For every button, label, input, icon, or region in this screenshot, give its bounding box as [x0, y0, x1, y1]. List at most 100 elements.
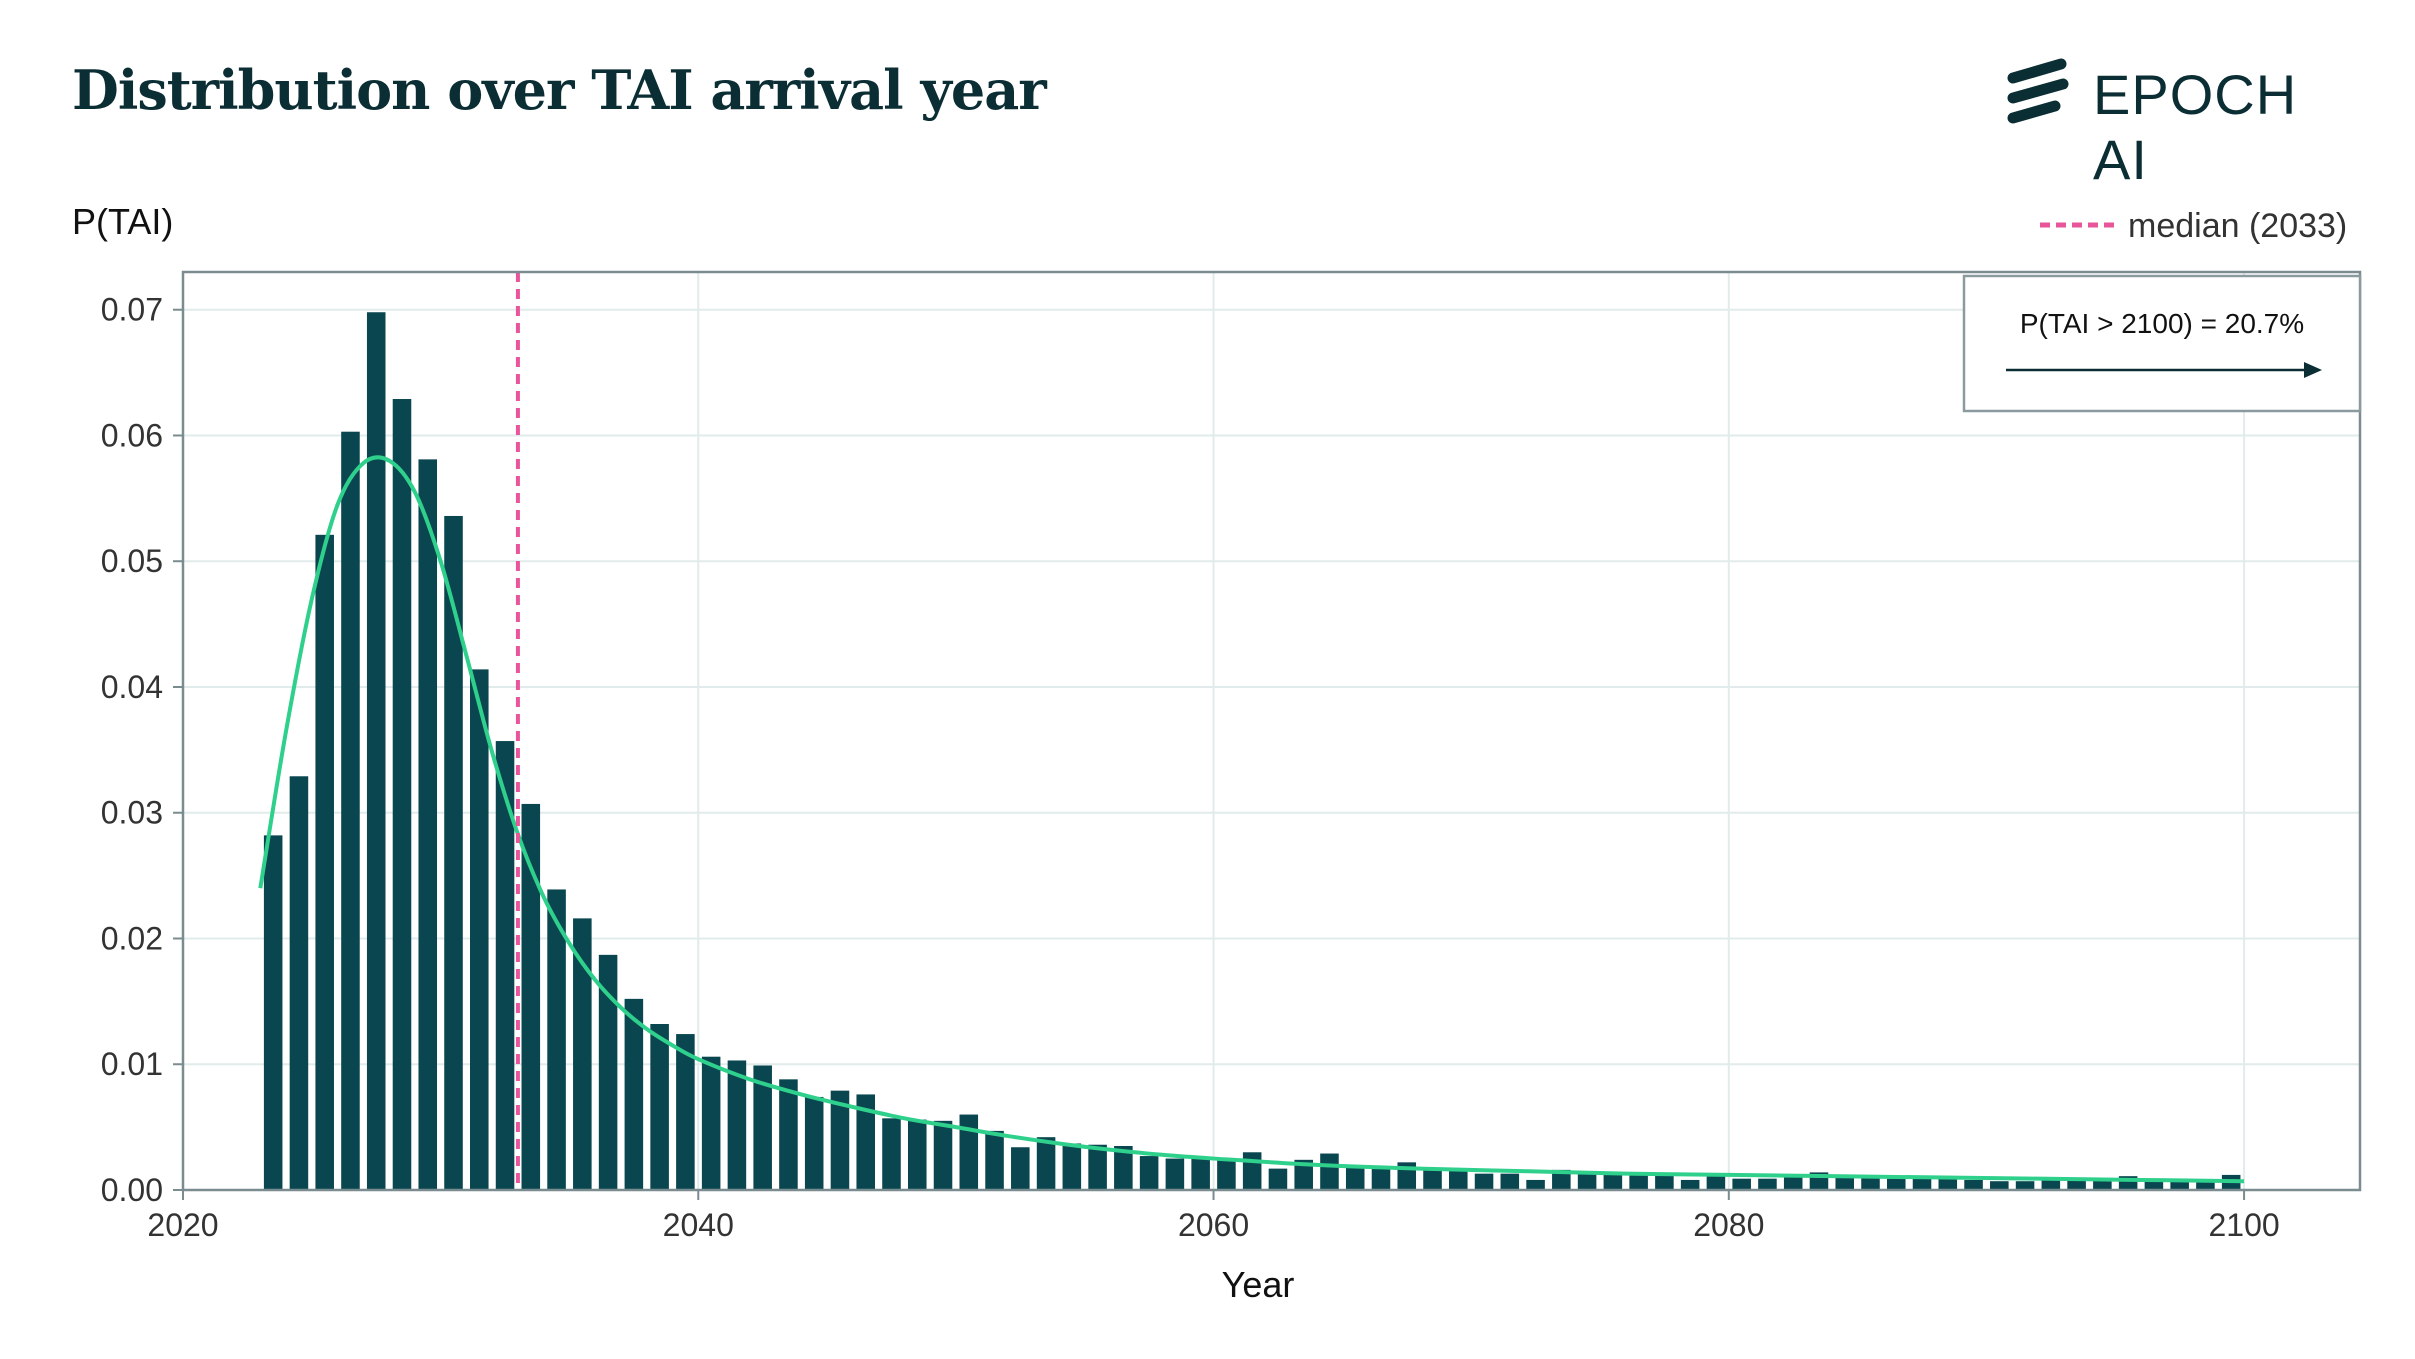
histogram-bar: [1268, 1168, 1288, 1190]
histogram-bar: [289, 776, 309, 1190]
histogram-bar: [1861, 1177, 1880, 1190]
histogram-bar: [727, 1060, 747, 1190]
histogram-bar: [624, 998, 644, 1190]
histogram-bar: [1062, 1143, 1082, 1190]
histogram-bar: [470, 669, 489, 1190]
histogram-bar: [1294, 1159, 1313, 1190]
histogram-bar: [341, 431, 360, 1190]
histogram-bar: [2170, 1179, 2189, 1190]
y-tick-label: 0.06: [101, 417, 163, 453]
histogram-bar: [2067, 1179, 2086, 1190]
x-tick-label: 2100: [2208, 1207, 2279, 1243]
histogram-bar: [1758, 1178, 1777, 1190]
histogram-bar: [907, 1119, 927, 1190]
fit-line: [258, 455, 2245, 1184]
histogram-bar: [547, 889, 566, 1190]
histogram-bars: [263, 312, 2241, 1191]
histogram-bar: [1603, 1174, 1623, 1190]
histogram-bar: [2144, 1179, 2164, 1190]
histogram-bar: [830, 1090, 850, 1190]
histogram-bar: [1912, 1178, 1932, 1190]
histogram-bar: [933, 1120, 953, 1190]
histogram-bar: [1423, 1169, 1442, 1190]
histogram-bar: [392, 399, 412, 1190]
histogram-bar: [1474, 1173, 1494, 1190]
histogram-bar: [521, 803, 541, 1190]
histogram-bar: [1552, 1169, 1571, 1190]
brand-name: EPOCH AI: [2093, 63, 2298, 191]
x-tick-label: 2080: [1693, 1207, 1764, 1243]
epoch-stripes-icon: [2007, 58, 2069, 124]
histogram-bar: [1629, 1174, 1648, 1190]
y-tick-label: 0.04: [101, 669, 163, 705]
annotation-text: P(TAI > 2100) = 20.7%: [2020, 308, 2304, 339]
legend-median-label: median (2033): [2128, 207, 2347, 245]
y-tick-label: 0.07: [101, 292, 163, 328]
histogram-bar: [366, 312, 386, 1190]
histogram-bar: [1449, 1169, 1468, 1190]
histogram-bar: [804, 1096, 824, 1190]
histogram-bar: [1320, 1153, 1339, 1190]
histogram-bar: [1706, 1176, 1726, 1190]
histogram-bar: [1036, 1137, 1056, 1190]
histogram-bar: [882, 1118, 901, 1190]
plot-frame: [181, 270, 2362, 1192]
histogram-bar: [1217, 1158, 1236, 1190]
histogram-bar: [856, 1094, 876, 1190]
y-tick-label: 0.05: [101, 543, 163, 579]
histogram-bar: [1577, 1172, 1597, 1190]
histogram-bar: [495, 741, 515, 1190]
histogram-bar: [1345, 1167, 1365, 1190]
histogram-bar: [650, 1024, 669, 1190]
y-tick-label: 0.00: [101, 1172, 163, 1208]
histogram-bar: [444, 515, 463, 1190]
histogram-bar: [779, 1079, 798, 1190]
y-tick-label: 0.03: [101, 795, 163, 831]
histogram-bar: [959, 1114, 979, 1190]
x-axis-ticks: 2020 2040 2060 2080 2100: [147, 1190, 2280, 1243]
brand-logo: EPOCH AI: [2005, 58, 2365, 191]
histogram-bar: [1526, 1179, 1545, 1190]
annotation-box: P(TAI > 2100) = 20.7%: [1962, 274, 2362, 413]
histogram-bar: [2093, 1179, 2112, 1190]
x-tick-label: 2060: [1178, 1207, 1249, 1243]
y-axis-ticks: 0.00 0.01 0.02 0.03 0.04 0.05 0.06 0.07: [101, 292, 183, 1208]
histogram-bar: [573, 918, 592, 1190]
y-axis-label: P(TAI): [72, 201, 173, 242]
histogram-bar: [315, 534, 334, 1190]
histogram-bar: [598, 954, 618, 1190]
histogram-bar: [1655, 1173, 1674, 1190]
histogram-bar: [985, 1130, 1004, 1190]
histogram-bar: [2015, 1181, 2035, 1190]
histogram-bar: [1114, 1145, 1133, 1190]
histogram-bar: [1191, 1157, 1210, 1190]
page-title: Distribution over TAI arrival year: [72, 58, 1047, 122]
histogram-bar: [1139, 1156, 1159, 1190]
histogram-bar: [1835, 1174, 1855, 1190]
histogram-bar: [1371, 1166, 1391, 1190]
histogram-bar: [1011, 1147, 1030, 1190]
histogram-bar: [1165, 1158, 1185, 1190]
legend: median (2033): [2040, 207, 2347, 245]
histogram-bar: [1500, 1173, 1520, 1190]
histogram-bar: [676, 1034, 695, 1190]
histogram-bar: [1990, 1181, 2009, 1190]
histogram-bar: [2041, 1179, 2061, 1190]
x-tick-label: 2020: [147, 1207, 218, 1243]
histogram-bar: [263, 835, 283, 1190]
histogram-bar: [1732, 1178, 1751, 1190]
annotation-arrow-head: [2304, 362, 2322, 378]
histogram-bar: [753, 1065, 772, 1190]
x-axis-label: Year: [1222, 1264, 1295, 1305]
histogram-bar: [1242, 1152, 1262, 1190]
histogram-bar: [701, 1056, 721, 1190]
histogram-bar: [1680, 1179, 1700, 1190]
histogram-bar: [2196, 1181, 2215, 1190]
histogram-bar: [1886, 1178, 1906, 1190]
x-tick-label: 2040: [663, 1207, 734, 1243]
y-tick-label: 0.02: [101, 920, 163, 956]
histogram-bar: [418, 459, 438, 1191]
histogram-bar: [1088, 1144, 1107, 1190]
histogram-bar: [1964, 1179, 1983, 1190]
